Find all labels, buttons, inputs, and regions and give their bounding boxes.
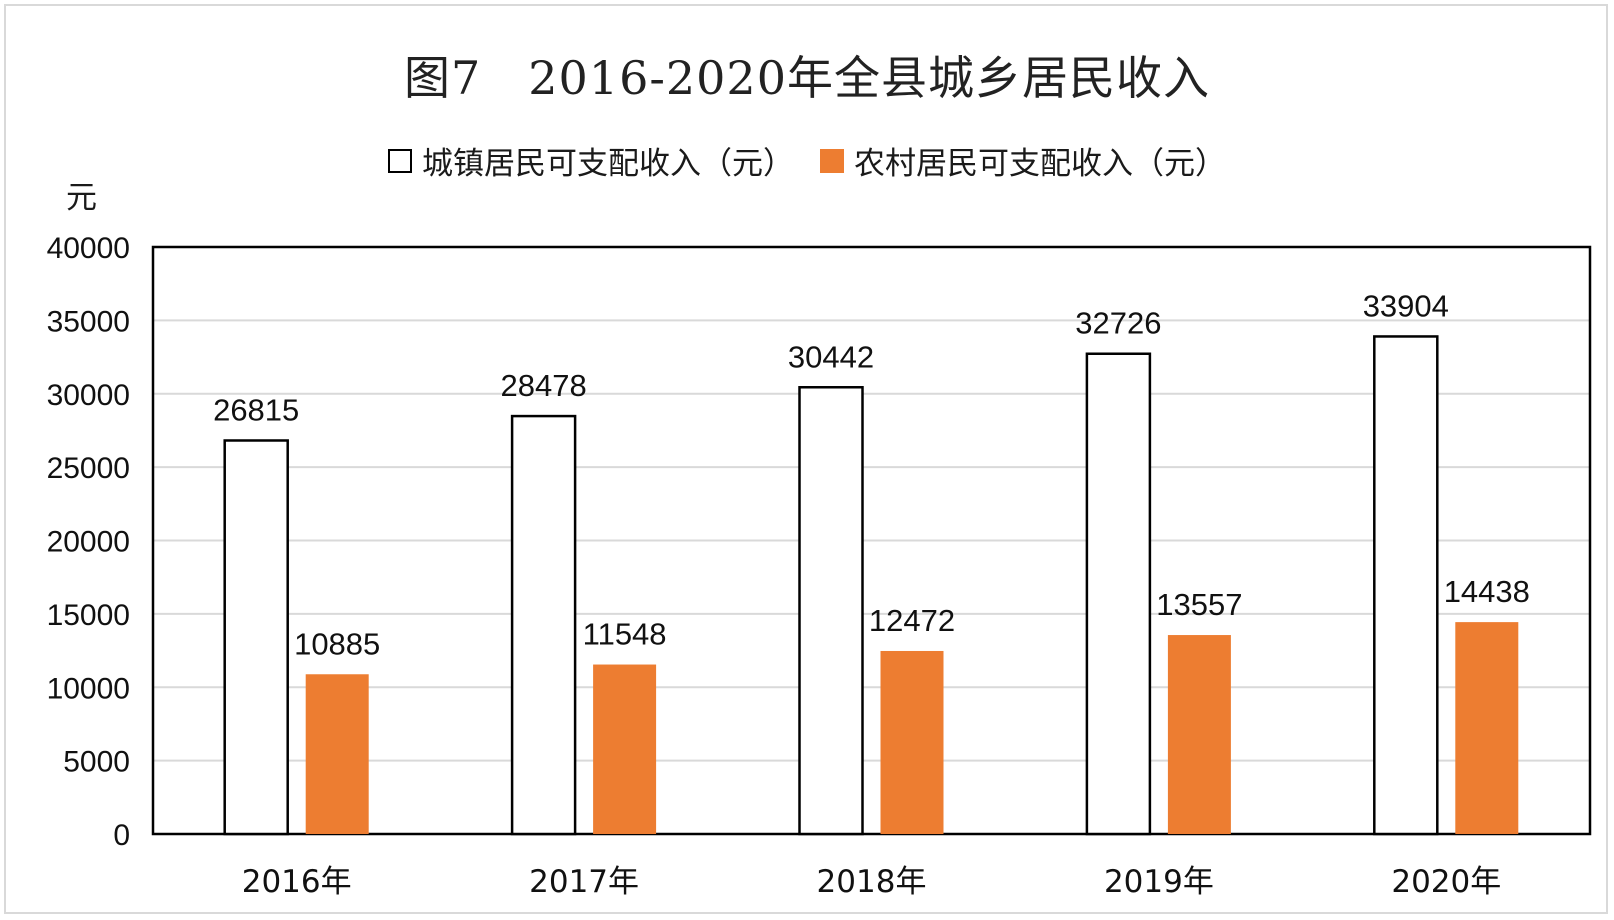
chart-title: 图7 2016-2020年全县城乡居民收入: [404, 51, 1210, 105]
data-label-urban: 26815: [213, 392, 299, 427]
bar-urban: [510, 414, 577, 836]
y-tick-label: 5000: [63, 746, 130, 779]
y-tick-label: 40000: [47, 232, 130, 265]
x-tick-label: 2019年: [1104, 864, 1214, 900]
y-axis-unit-label: 元: [66, 180, 97, 216]
y-tick-label: 0: [113, 819, 130, 852]
data-label-rural: 13557: [1156, 587, 1242, 622]
y-tick-label: 15000: [47, 599, 130, 632]
bar-urban: [1373, 335, 1439, 836]
legend-swatch-rural: [820, 148, 844, 173]
y-tick-label: 35000: [47, 305, 130, 338]
plot-area-border: [151, 245, 1592, 836]
data-label-urban: 33904: [1363, 288, 1449, 323]
y-tick-label: 30000: [47, 379, 130, 412]
bar-urban: [798, 386, 864, 836]
legend-label-urban: 城镇居民可支配收入（元）: [422, 146, 794, 182]
y-tick-label: 25000: [47, 452, 130, 485]
x-tick-label: 2017年: [529, 864, 639, 900]
bar-rural: [1455, 622, 1519, 834]
data-label-urban: 32726: [1075, 306, 1161, 341]
bar-rural: [880, 650, 944, 834]
x-tick-label: 2018年: [817, 864, 927, 900]
y-tick-label: 10000: [47, 672, 130, 705]
bar-rural: [1167, 635, 1231, 834]
bar-urban: [1085, 352, 1152, 836]
data-label-urban: 30442: [788, 339, 874, 374]
x-tick-label: 2016年: [242, 864, 352, 900]
data-label-rural: 11548: [583, 617, 667, 652]
x-tick-label: 2020年: [1391, 864, 1501, 900]
data-label-rural: 10885: [294, 626, 380, 661]
legend-swatch-urban: [388, 148, 412, 173]
legend-item-urban: 城镇居民可支配收入（元）: [388, 138, 794, 183]
data-label-urban: 28478: [500, 368, 586, 403]
bar-rural: [593, 664, 657, 834]
data-label-rural: 12472: [869, 603, 955, 638]
legend-item-rural: 农村居民可支配收入（元）: [820, 138, 1226, 183]
data-label-rural: 14438: [1444, 574, 1530, 609]
legend-label-rural: 农村居民可支配收入（元）: [854, 146, 1226, 182]
y-tick-label: 20000: [47, 526, 130, 559]
bar-urban: [223, 439, 289, 836]
legend: 城镇居民可支配收入（元） 农村居民可支配收入（元）: [0, 138, 1614, 183]
bar-rural: [305, 674, 369, 834]
